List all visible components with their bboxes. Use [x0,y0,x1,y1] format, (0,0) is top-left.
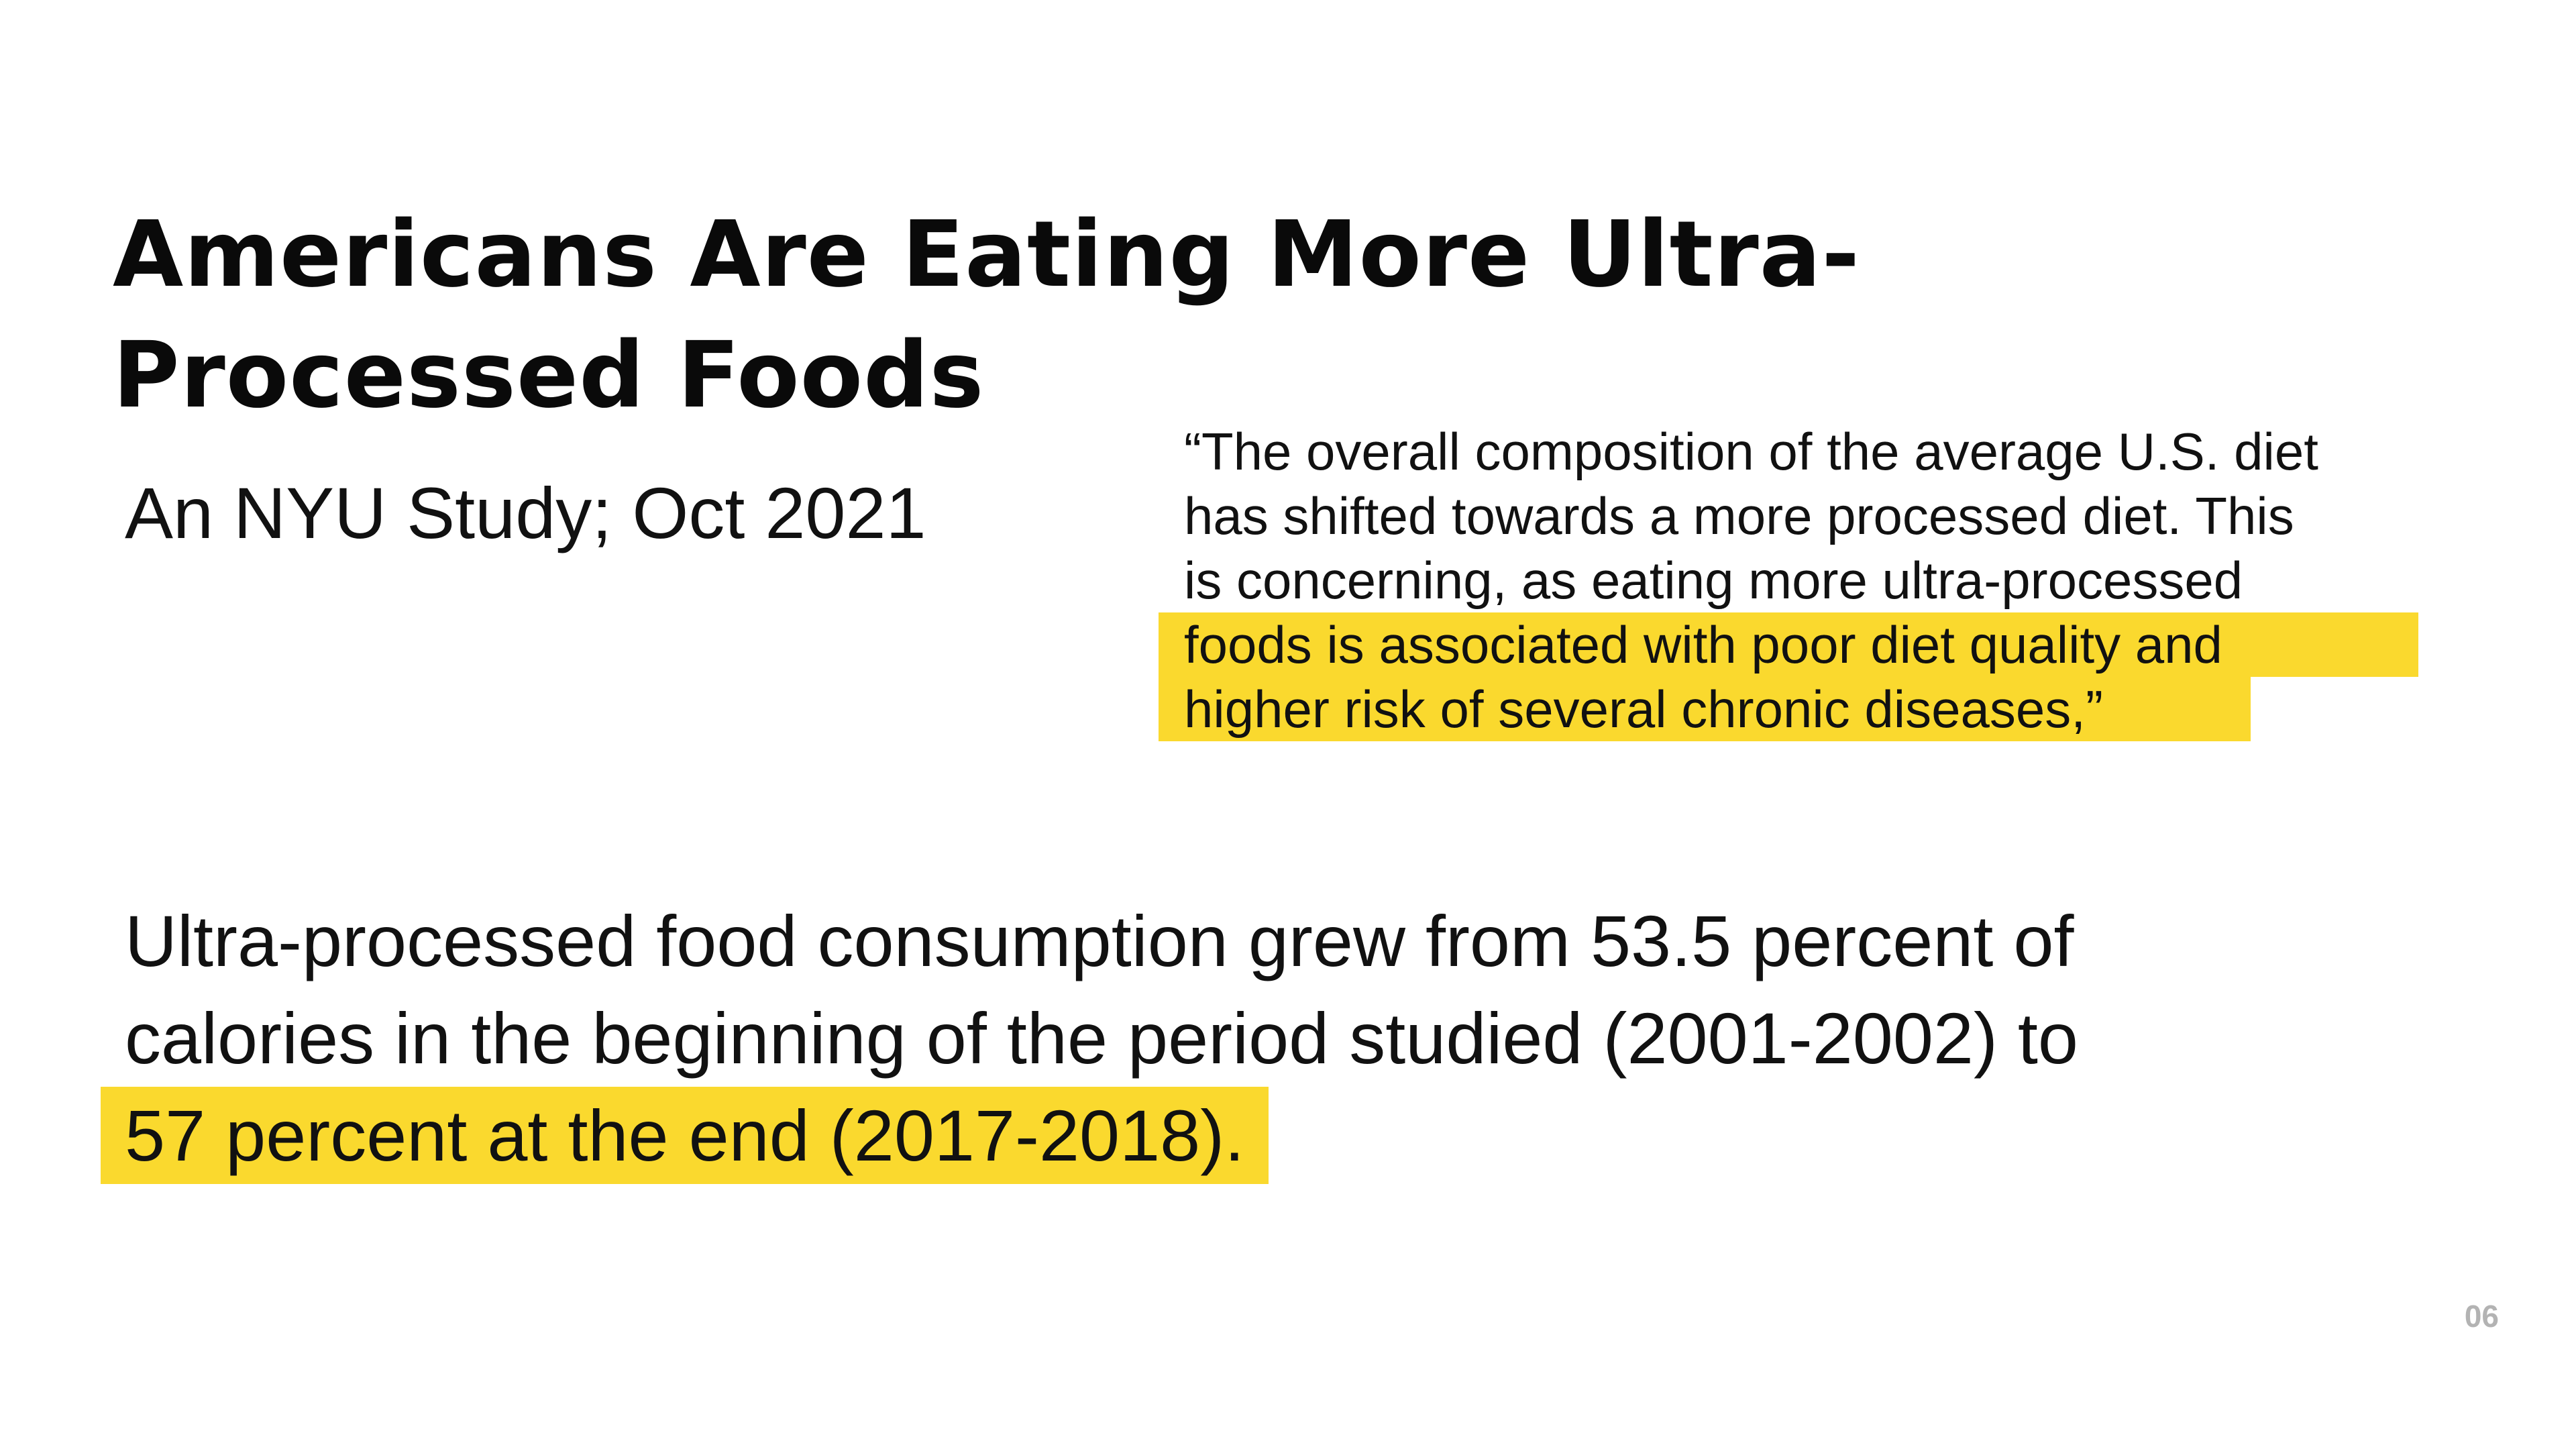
quote-line-2: has shifted towards a more processed die… [1184,486,2294,545]
quote-block: “The overall composition of the average … [1159,419,2492,741]
quote-line-3: is concerning, as eating more ultra-proc… [1184,551,2243,610]
quote-line-4-highlighted: foods is associated with poor diet quali… [1159,612,2418,677]
body-line-3-highlighted: 57 percent at the end (2017-2018). [101,1087,1269,1184]
quote-line-5-highlighted: higher risk of several chronic diseases,… [1159,677,2251,741]
body-line-2: calories in the beginning of the period … [125,998,2078,1079]
slide-subtitle: An NYU Study; Oct 2021 [125,472,926,553]
title-line-2: Processed Foods [113,323,985,429]
body-paragraph: Ultra-processed food consumption grew fr… [101,892,2078,1184]
page-number: 06 [2464,1299,2499,1334]
title-line-1: Americans Are Eating More Ultra- [113,202,1860,308]
body-line-1: Ultra-processed food consumption grew fr… [125,900,2074,981]
quote-line-1: “The overall composition of the average … [1184,422,2318,481]
slide-title: Americans Are Eating More Ultra- Process… [113,195,1924,436]
